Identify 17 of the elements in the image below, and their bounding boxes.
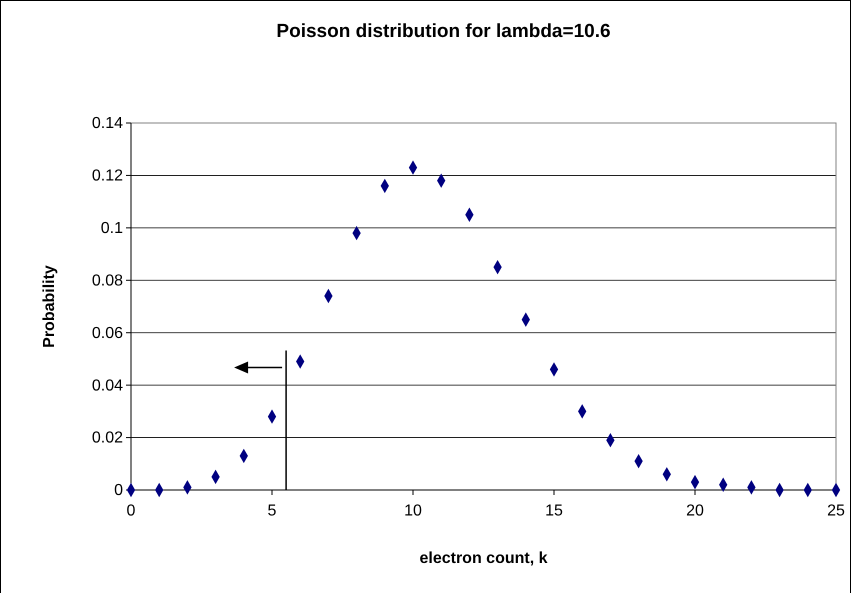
x-axis-title: electron count, k [419, 550, 548, 567]
x-tick-label: 20 [686, 502, 704, 520]
y-tick-label: 0.08 [92, 272, 124, 290]
y-tick-label: 0.06 [92, 324, 124, 342]
x-tick-label: 0 [126, 502, 136, 520]
y-tick-label: 0.12 [92, 168, 124, 185]
x-tick-label: 15 [545, 502, 563, 520]
y-tick-label: 0.14 [92, 115, 124, 132]
chart-title: Poisson distribution for lambda=10.6 [276, 21, 611, 42]
y-tick-label: 0.02 [92, 430, 124, 447]
y-tick-label: 0.1 [100, 220, 124, 237]
y-tick-label: 0.04 [92, 377, 124, 394]
x-tick-label: 25 [827, 502, 845, 520]
y-tick-label: 0 [114, 482, 124, 500]
y-axis-title: Probability [41, 265, 58, 348]
x-tick-label: 5 [268, 502, 277, 520]
x-tick-label: 10 [404, 502, 422, 520]
